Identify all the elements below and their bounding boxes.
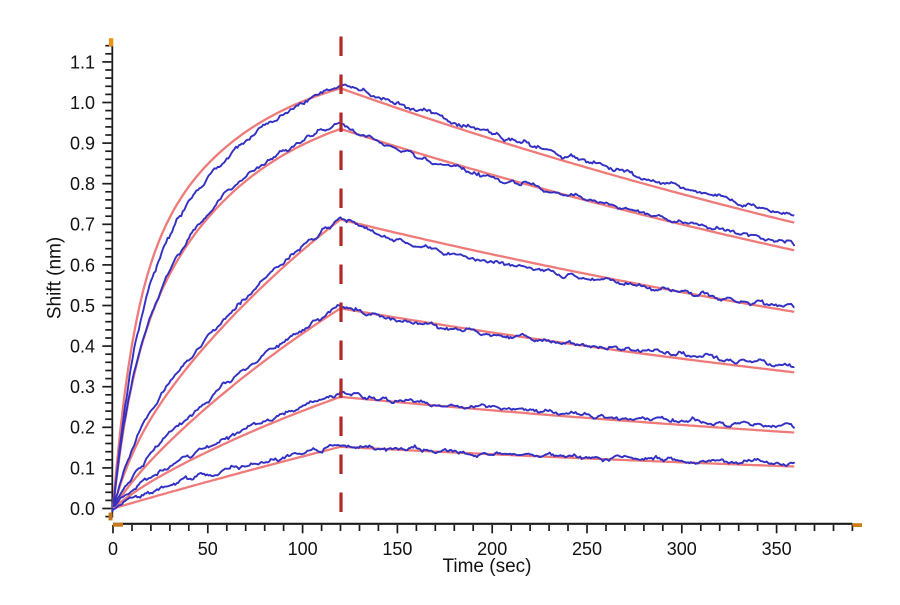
svg-text:Time (sec): Time (sec) [442,556,531,577]
svg-text:0: 0 [108,539,118,559]
svg-text:1.0: 1.0 [70,93,95,113]
svg-text:0.6: 0.6 [70,255,95,275]
svg-text:200: 200 [477,539,507,559]
svg-text:50: 50 [198,539,218,559]
svg-text:0.2: 0.2 [70,418,95,438]
svg-text:0.7: 0.7 [70,215,95,235]
svg-text:100: 100 [288,539,318,559]
svg-text:1.1: 1.1 [70,52,95,72]
svg-text:0.1: 0.1 [70,458,95,478]
svg-text:Shift (nm): Shift (nm) [45,237,66,319]
svg-text:0.3: 0.3 [70,377,95,397]
svg-text:0.9: 0.9 [70,134,95,154]
svg-text:0.0: 0.0 [70,499,95,519]
svg-text:150: 150 [382,539,412,559]
svg-text:0.8: 0.8 [70,174,95,194]
svg-text:250: 250 [572,539,602,559]
svg-text:300: 300 [667,539,697,559]
svg-text:0.4: 0.4 [70,337,95,357]
svg-text:350: 350 [762,539,792,559]
svg-text:0.5: 0.5 [70,296,95,316]
